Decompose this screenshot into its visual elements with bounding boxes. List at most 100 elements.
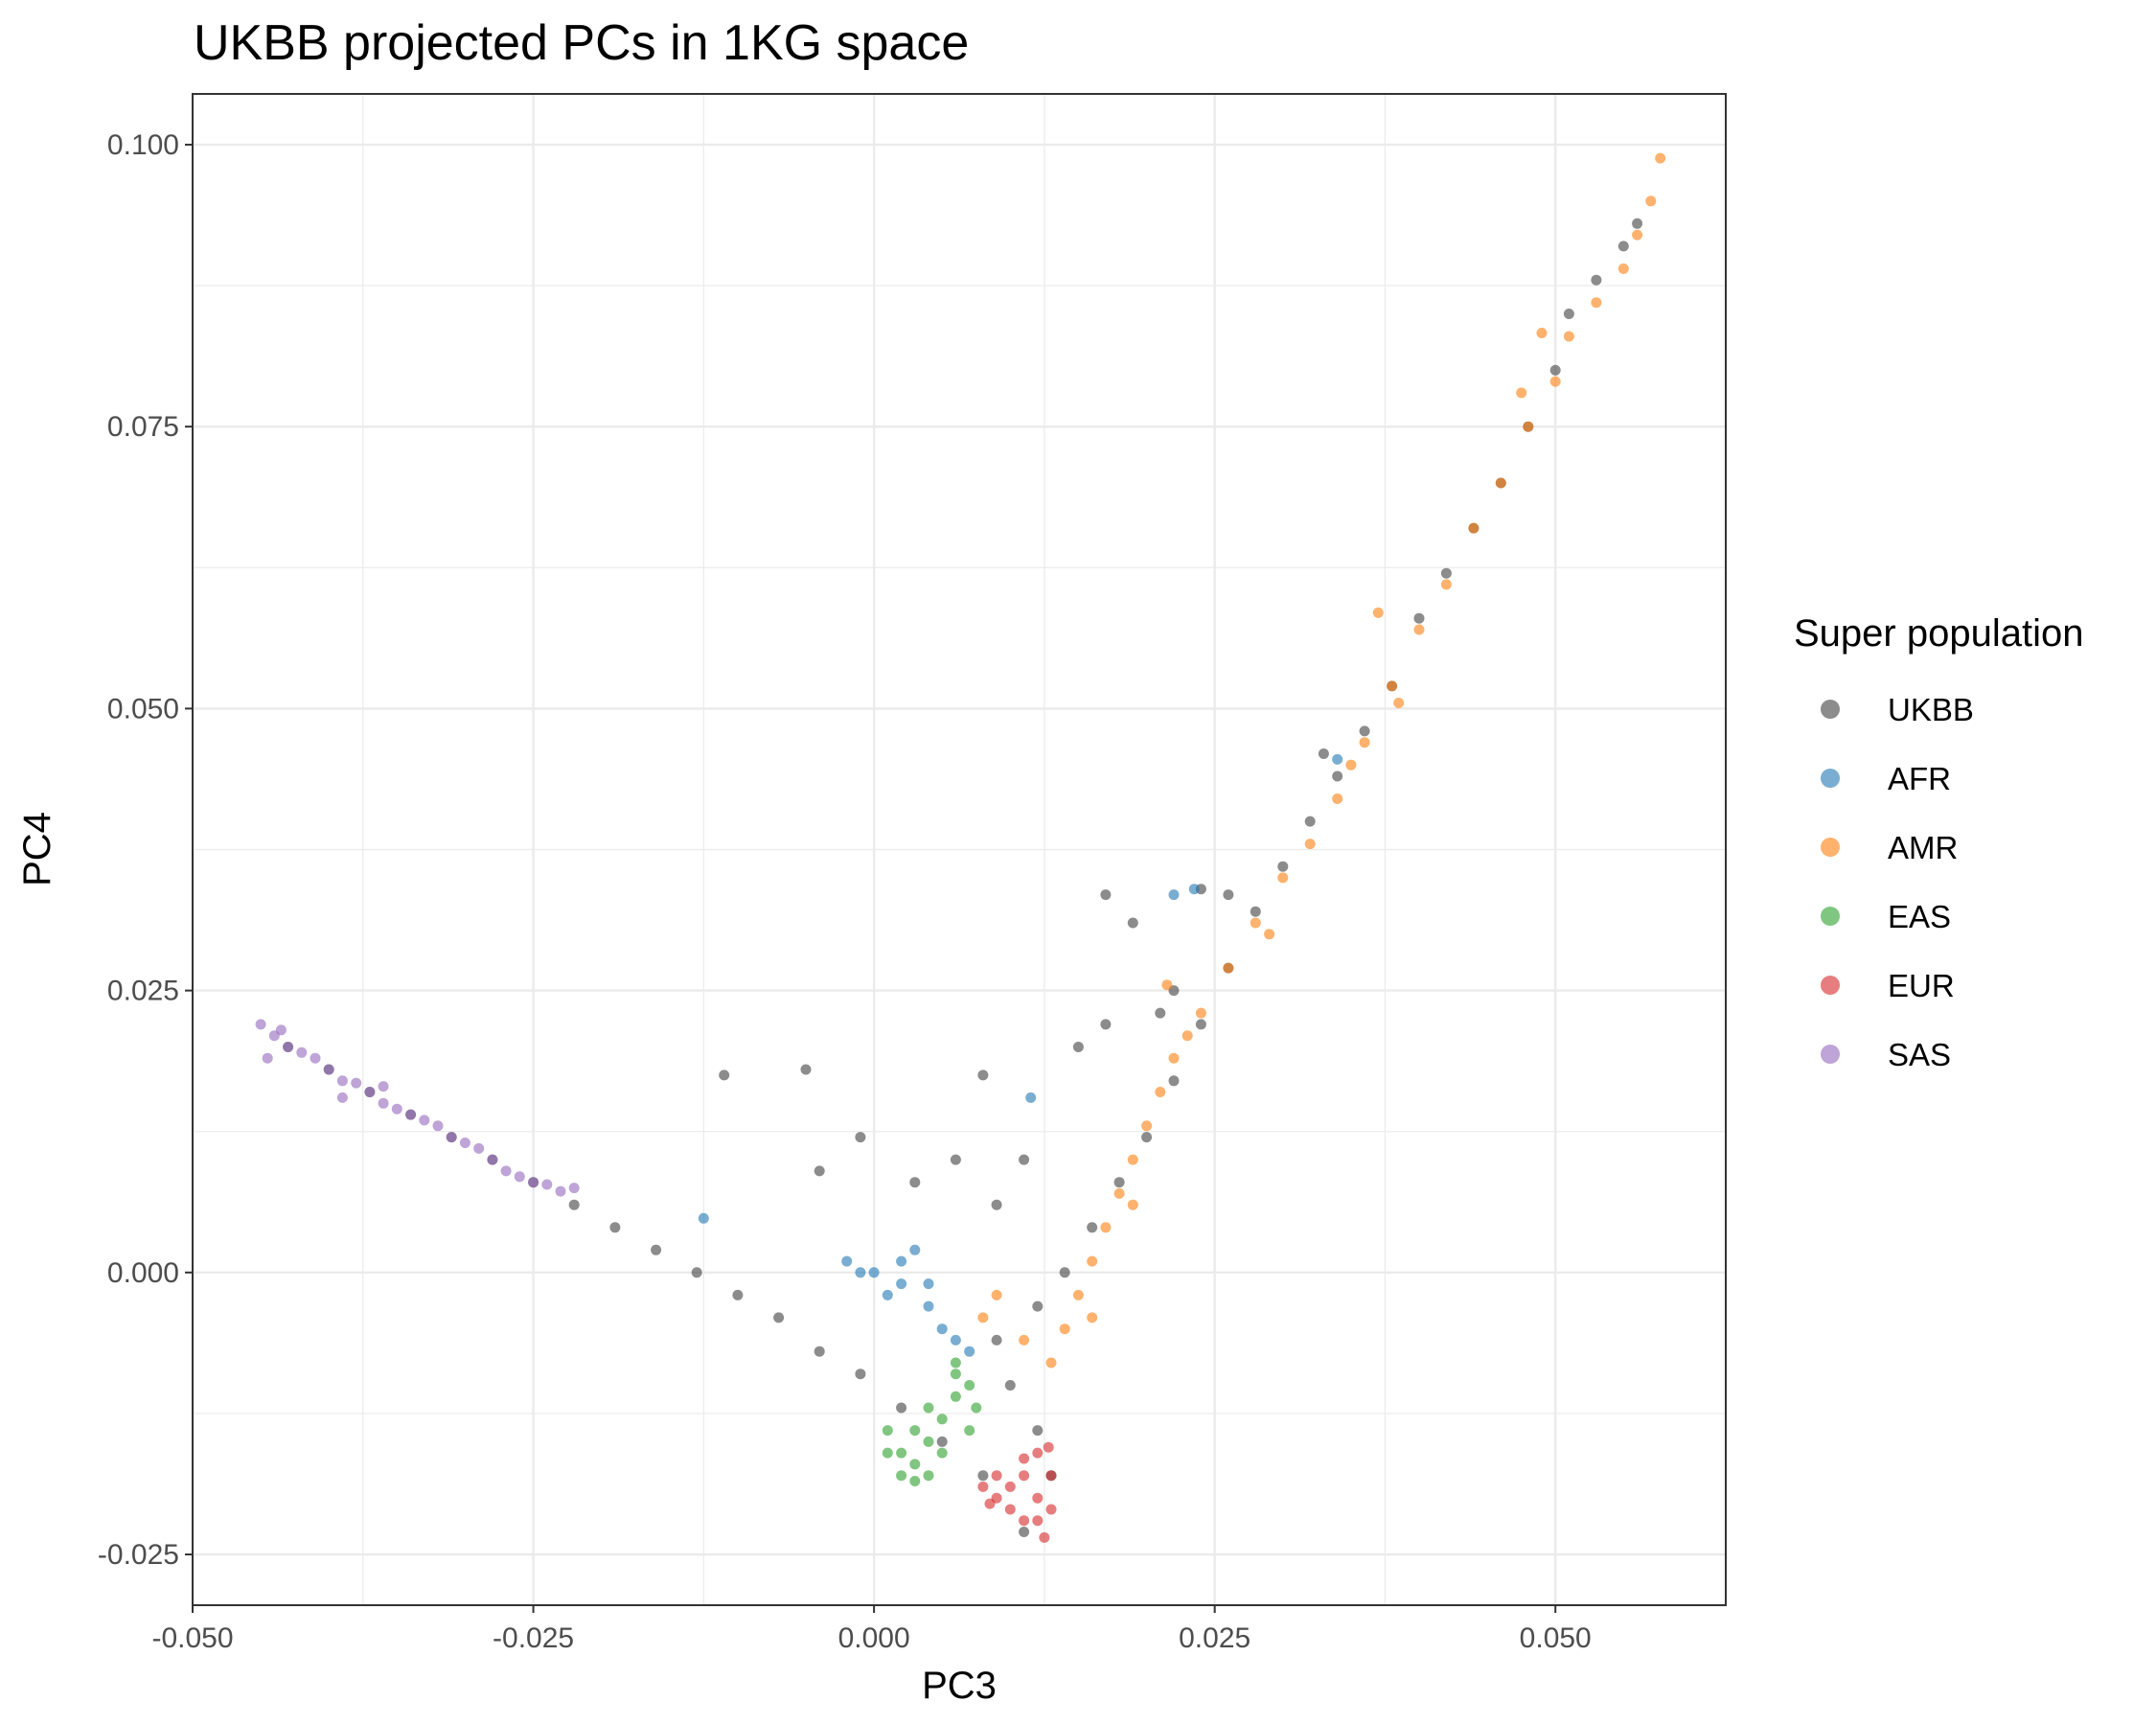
point-eur (991, 1470, 1002, 1482)
point-eas (882, 1447, 893, 1459)
point-ukbb (814, 1165, 825, 1177)
series-afr (698, 753, 1343, 1357)
point-ukbb (1195, 1019, 1206, 1030)
point-ukbb (1332, 770, 1343, 782)
point-ukbb (1155, 1007, 1166, 1019)
series-ukbb (283, 218, 1643, 1537)
point-afr (896, 1255, 907, 1267)
point-afr (1188, 884, 1200, 895)
point-ukbb (800, 1064, 812, 1075)
point-afr (1168, 889, 1180, 901)
grid-minor (193, 94, 1726, 1605)
point-ukbb (1632, 218, 1643, 229)
legend-item-amr: AMR (1821, 830, 1958, 865)
point-eas (882, 1425, 893, 1437)
legend-label: SAS (1888, 1037, 1951, 1072)
point-amr (1019, 1334, 1030, 1346)
point-amr (1549, 376, 1561, 387)
point-amr (1332, 794, 1343, 804)
legend-title: Super population (1794, 612, 2083, 655)
point-ukbb (1004, 1380, 1016, 1391)
point-eur (1032, 1515, 1044, 1527)
points-layer (255, 152, 1666, 1543)
point-amr (1387, 680, 1398, 692)
point-amr (1632, 229, 1643, 241)
legend-item-sas: SAS (1821, 1037, 1951, 1072)
point-sas (351, 1077, 362, 1089)
series-sas (255, 1019, 580, 1197)
point-amr (977, 1312, 989, 1323)
point-sas (323, 1064, 334, 1075)
point-amr (1181, 1030, 1193, 1042)
point-amr (1655, 152, 1666, 164)
point-eas (923, 1470, 934, 1482)
chart-title: UKBB projected PCs in 1KG space (194, 15, 969, 71)
point-amr (1127, 1154, 1138, 1165)
point-ukbb (1591, 274, 1602, 286)
point-sas (378, 1097, 389, 1109)
point-amr (1072, 1289, 1084, 1300)
series-eur (977, 1441, 1057, 1543)
x-axis-title: PC3 (922, 1665, 997, 1707)
point-eas (896, 1470, 907, 1482)
point-ukbb (1250, 906, 1261, 917)
legend-item-eas: EAS (1821, 899, 1951, 934)
legend-label: EAS (1888, 899, 1951, 934)
legend-key-eur (1821, 976, 1840, 995)
point-ukbb (609, 1222, 621, 1233)
point-sas (568, 1183, 580, 1194)
point-eur (1039, 1531, 1050, 1543)
point-afr (841, 1255, 853, 1267)
point-eur (977, 1481, 989, 1492)
point-afr (698, 1212, 709, 1224)
point-afr (964, 1346, 975, 1357)
point-amr (1059, 1323, 1070, 1335)
point-sas (432, 1120, 444, 1132)
point-eas (936, 1414, 948, 1425)
x-axis: -0.050 -0.025 0.000 0.025 0.050 (151, 1605, 1592, 1654)
point-eur (1045, 1504, 1057, 1515)
point-eur (1043, 1441, 1054, 1453)
series-amr (977, 152, 1666, 1368)
point-ukbb (1100, 1019, 1112, 1030)
point-amr (1127, 1199, 1138, 1210)
point-sas (364, 1087, 376, 1097)
point-amr (1372, 607, 1384, 618)
point-ukbb (568, 1199, 580, 1210)
point-amr (1516, 387, 1527, 399)
legend-label: AMR (1888, 830, 1958, 865)
point-amr (1250, 917, 1261, 929)
point-amr (1155, 1087, 1166, 1097)
legend-item-eur: EUR (1821, 968, 1955, 1003)
point-eas (936, 1447, 948, 1459)
point-eur (984, 1498, 996, 1509)
point-ukbb (991, 1199, 1002, 1210)
point-sas (391, 1103, 402, 1115)
legend-items: UKBB AFR AMR EAS EUR SAS (1821, 692, 1974, 1072)
point-sas (296, 1046, 308, 1058)
point-ukbb (1413, 612, 1425, 624)
point-amr (1304, 839, 1316, 850)
point-eas (950, 1368, 961, 1380)
point-ukbb (855, 1132, 866, 1143)
point-ukbb (1100, 889, 1112, 901)
x-tick-label: 0.000 (838, 1622, 910, 1654)
point-afr (950, 1334, 961, 1346)
y-axis-title: PC4 (16, 812, 58, 886)
point-amr (1523, 421, 1534, 432)
point-amr (1161, 979, 1173, 991)
point-ukbb (1563, 309, 1574, 319)
point-amr (1495, 477, 1506, 489)
point-ukbb (719, 1070, 730, 1081)
point-sas (255, 1019, 266, 1030)
point-ukbb (977, 1070, 989, 1081)
point-eas (896, 1447, 907, 1459)
point-ukbb (773, 1312, 785, 1323)
point-ukbb (1087, 1222, 1098, 1233)
point-eas (950, 1357, 961, 1368)
point-sas (378, 1081, 389, 1092)
point-ukbb (1141, 1132, 1153, 1143)
legend-label: AFR (1888, 761, 1951, 796)
point-amr (1264, 929, 1275, 940)
legend: Super population UKBB AFR AMR EAS EUR SAS (1794, 612, 2083, 1072)
